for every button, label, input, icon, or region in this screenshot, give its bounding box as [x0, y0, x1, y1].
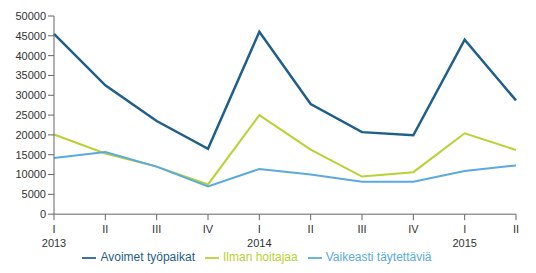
- html-text:Avoimet työpaikat: Avoimet työpaikat: [100, 250, 195, 265]
- svg-text:I2015: I2015: [452, 223, 476, 249]
- svg-text:II: II: [308, 223, 314, 235]
- svg-text:20000: 20000: [15, 129, 46, 141]
- svg-text:I2014: I2014: [247, 223, 271, 249]
- svg-text:35000: 35000: [15, 69, 46, 81]
- svg-text:III: III: [357, 223, 366, 235]
- html-text:Ilman hoitajaa: Ilman hoitajaa: [223, 250, 298, 265]
- svg-text:40000: 40000: [15, 50, 46, 62]
- svg-text:0: 0: [40, 208, 46, 220]
- svg-text:50000: 50000: [15, 10, 46, 22]
- svg-text:IV: IV: [408, 223, 419, 235]
- svg-text:25000: 25000: [15, 109, 46, 121]
- svg-text:II: II: [102, 223, 108, 235]
- svg-text:10000: 10000: [15, 168, 46, 180]
- svg-text:IV: IV: [203, 223, 214, 235]
- html-text:Vaikeasti täytettäviä: Vaikeasti täytettäviä: [325, 250, 432, 265]
- svg-text:I2013: I2013: [42, 223, 66, 249]
- svg-text:III: III: [152, 223, 161, 235]
- svg-text:15000: 15000: [15, 149, 46, 161]
- svg-text:45000: 45000: [15, 30, 46, 42]
- svg-text:II: II: [513, 223, 519, 235]
- svg-text:5000: 5000: [22, 188, 46, 200]
- svg-text:30000: 30000: [15, 89, 46, 101]
